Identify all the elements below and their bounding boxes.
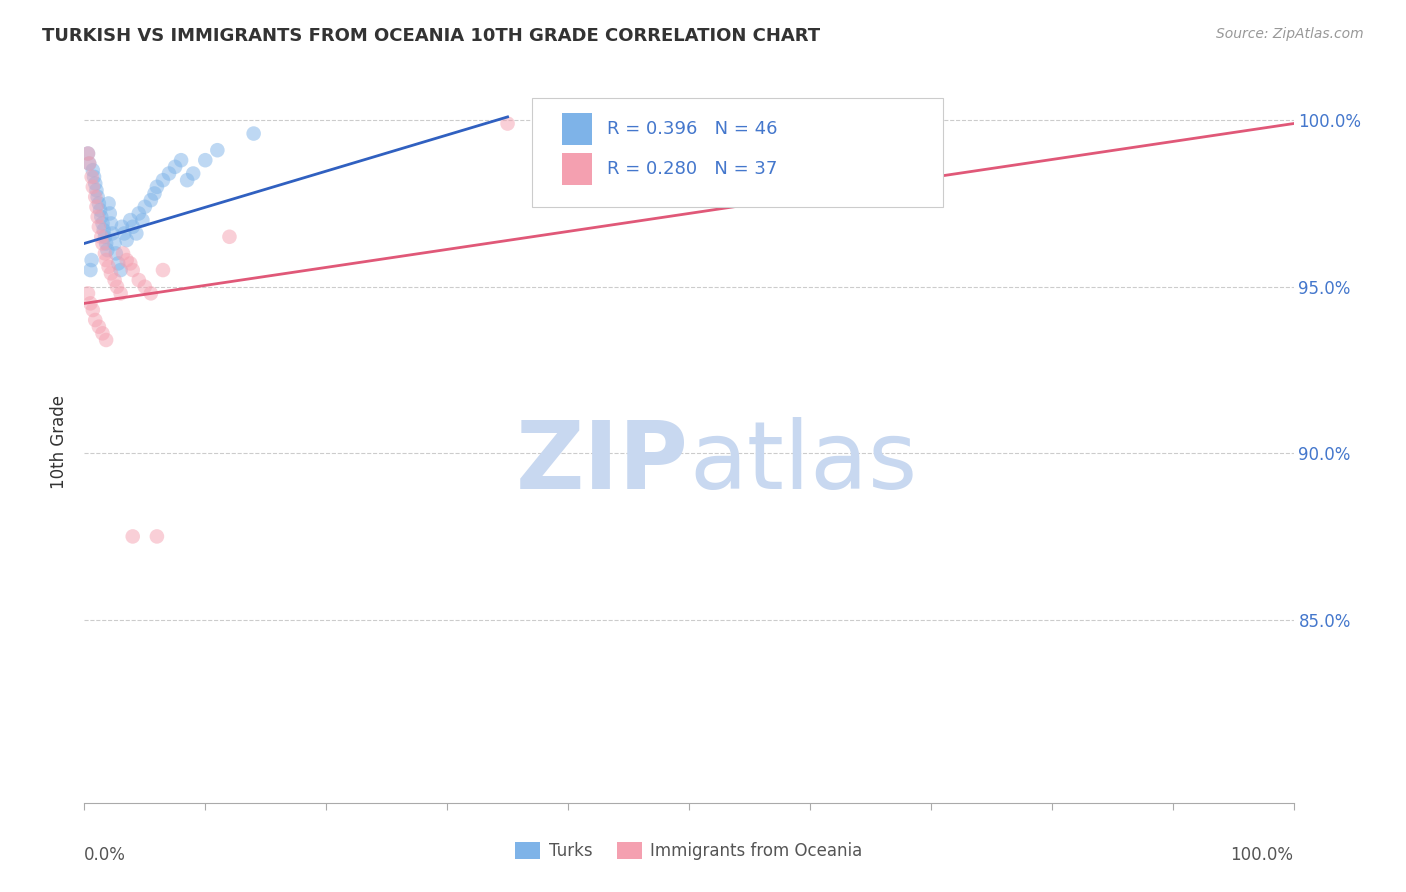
Point <box>242 127 264 141</box>
Point <box>134 200 156 214</box>
Point <box>120 256 142 270</box>
Point <box>87 219 110 234</box>
Point <box>120 213 142 227</box>
FancyBboxPatch shape <box>531 98 943 207</box>
Point <box>111 219 134 234</box>
Point <box>77 156 100 170</box>
Point <box>86 190 108 204</box>
Point <box>121 263 143 277</box>
Point <box>152 263 174 277</box>
Point <box>94 236 117 251</box>
FancyBboxPatch shape <box>562 153 592 185</box>
Point <box>128 206 150 220</box>
Point <box>90 210 112 224</box>
Point <box>90 229 112 244</box>
Point <box>128 273 150 287</box>
Point <box>112 227 135 241</box>
Point <box>143 186 166 201</box>
Point <box>125 227 148 241</box>
Text: R = 0.280   N = 37: R = 0.280 N = 37 <box>607 160 778 178</box>
Point <box>110 286 132 301</box>
Point <box>152 173 174 187</box>
Point <box>84 313 107 327</box>
Point <box>101 227 124 241</box>
Point <box>94 333 117 347</box>
Point <box>82 163 104 178</box>
Point <box>139 193 162 207</box>
Point <box>100 266 122 280</box>
Point <box>115 233 138 247</box>
Text: Source: ZipAtlas.com: Source: ZipAtlas.com <box>1216 27 1364 41</box>
Point <box>115 253 138 268</box>
Point <box>110 263 132 277</box>
Point <box>496 117 519 131</box>
Point <box>170 153 193 168</box>
Point <box>97 260 120 274</box>
Point <box>98 206 121 220</box>
Point <box>77 156 100 170</box>
Point <box>89 203 111 218</box>
Point <box>79 296 101 310</box>
Point <box>77 146 100 161</box>
Point <box>82 303 104 318</box>
Point <box>100 217 122 231</box>
Point <box>91 217 114 231</box>
Point <box>84 177 107 191</box>
Point <box>121 529 143 543</box>
Point <box>83 169 105 184</box>
FancyBboxPatch shape <box>562 112 592 145</box>
Point <box>181 167 204 181</box>
Legend: Turks, Immigrants from Oceania: Turks, Immigrants from Oceania <box>509 835 869 867</box>
Point <box>87 319 110 334</box>
Point <box>86 200 108 214</box>
Point <box>87 196 110 211</box>
Point <box>80 169 103 184</box>
Text: atlas: atlas <box>689 417 917 509</box>
Text: 100.0%: 100.0% <box>1230 847 1294 864</box>
Text: 0.0%: 0.0% <box>84 847 127 864</box>
Text: ZIP: ZIP <box>516 417 689 509</box>
Point <box>96 243 118 257</box>
Point <box>79 263 101 277</box>
Text: TURKISH VS IMMIGRANTS FROM OCEANIA 10TH GRADE CORRELATION CHART: TURKISH VS IMMIGRANTS FROM OCEANIA 10TH … <box>42 27 820 45</box>
Point <box>82 179 104 194</box>
Point <box>80 253 103 268</box>
Point <box>104 273 127 287</box>
Point <box>107 256 129 270</box>
Point <box>112 246 135 260</box>
Point <box>86 183 108 197</box>
Point <box>146 179 169 194</box>
Point <box>77 286 100 301</box>
Point <box>94 229 117 244</box>
Point <box>104 246 127 260</box>
Point <box>139 286 162 301</box>
Point <box>121 219 143 234</box>
Point <box>146 529 169 543</box>
Point <box>84 190 107 204</box>
Point <box>93 223 115 237</box>
Point <box>105 279 128 293</box>
Point <box>165 160 187 174</box>
Point <box>194 153 217 168</box>
Point <box>131 213 153 227</box>
Point <box>97 196 120 211</box>
Point <box>218 229 240 244</box>
Point <box>94 253 117 268</box>
Point <box>157 167 180 181</box>
Point <box>91 236 114 251</box>
Point <box>104 236 127 251</box>
Point <box>533 117 555 131</box>
Point <box>176 173 198 187</box>
Point <box>134 279 156 293</box>
Point <box>91 326 114 341</box>
Text: R = 0.396   N = 46: R = 0.396 N = 46 <box>607 120 778 138</box>
Point <box>207 143 229 157</box>
Point <box>77 146 100 161</box>
Point <box>86 210 108 224</box>
Y-axis label: 10th Grade: 10th Grade <box>51 394 69 489</box>
Point <box>94 246 117 260</box>
